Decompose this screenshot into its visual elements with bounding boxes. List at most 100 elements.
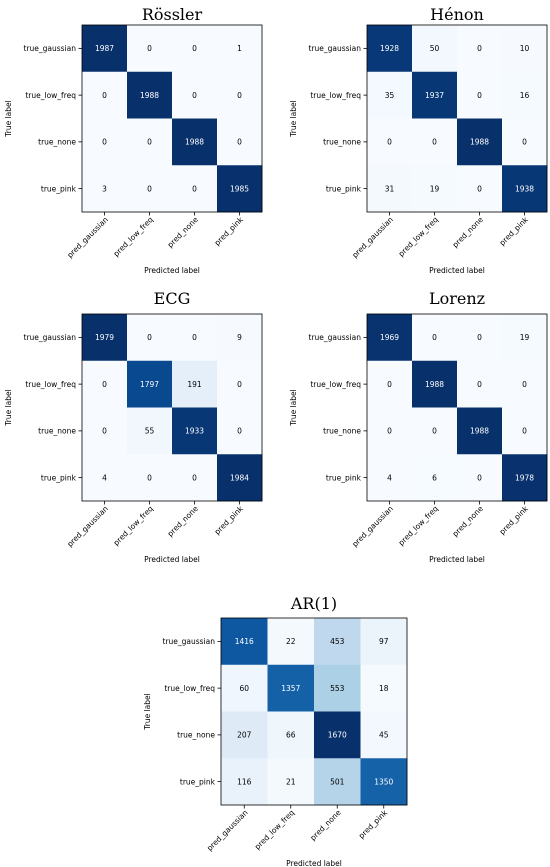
matrix-cell <box>314 664 361 712</box>
y-tick-label: true_none <box>38 138 76 147</box>
matrix-cell <box>367 165 413 213</box>
cell-value-label: 35 <box>385 91 395 100</box>
matrix-cell <box>367 314 413 362</box>
cell-value-label: 0 <box>477 91 482 100</box>
x-tick-label: pred_none <box>166 215 201 250</box>
x-tick-label: pred_pink <box>498 504 531 537</box>
matrix-cell <box>360 711 408 759</box>
matrix-cell <box>502 407 548 455</box>
cell-value-label: 0 <box>147 184 152 193</box>
cell-value-label: 1350 <box>374 777 393 786</box>
x-tick-label: pred_pink <box>357 808 390 841</box>
x-tick-label: pred_gaussian <box>65 215 110 260</box>
matrix-cell <box>172 25 218 73</box>
cell-value-label: 553 <box>330 684 345 693</box>
matrix-cell <box>172 454 218 502</box>
chart-title: ECG <box>154 289 191 308</box>
cell-value-label: 0 <box>477 184 482 193</box>
matrix-cell <box>217 314 263 362</box>
matrix-cell <box>412 71 458 119</box>
matrix-cell <box>127 407 173 455</box>
y-tick-label: true_gaussian <box>163 637 216 646</box>
x-tick-label: pred_none <box>451 215 486 250</box>
matrix-cell <box>217 25 263 73</box>
y-tick-label: true_none <box>323 427 361 436</box>
matrix-cell <box>367 454 413 502</box>
cell-value-label: 0 <box>147 44 152 53</box>
matrix-cell <box>127 454 173 502</box>
axes-frame <box>366 24 548 213</box>
cell-value-label: 1938 <box>515 184 534 193</box>
matrix-cell <box>457 118 503 166</box>
cell-value-label: 0 <box>192 91 197 100</box>
matrix-cell <box>502 118 548 166</box>
cell-value-label: 0 <box>147 138 152 147</box>
matrix-cell <box>172 360 218 408</box>
y-tick-label: true_gaussian <box>309 44 362 53</box>
chart-title: Hénon <box>430 5 484 24</box>
y-axis-label: True label <box>143 693 152 730</box>
cell-value-label: 0 <box>432 333 437 342</box>
cell-value-label: 1988 <box>185 138 204 147</box>
cell-value-label: 1988 <box>425 380 444 389</box>
x-tick-label: pred_gaussian <box>65 504 110 549</box>
y-tick-label: true_pink <box>41 473 77 482</box>
cell-value-label: 0 <box>192 44 197 53</box>
x-axis-label: Predicted label <box>429 555 485 564</box>
matrix-cell <box>360 664 408 712</box>
matrix-cell <box>217 407 263 455</box>
matrix-cell <box>457 314 503 362</box>
cell-value-label: 1797 <box>140 380 159 389</box>
matrix-cell <box>221 758 268 806</box>
y-tick-label: true_gaussian <box>24 44 77 53</box>
cell-value-label: 9 <box>237 333 242 342</box>
matrix-cell <box>267 618 315 666</box>
matrix-cell <box>502 454 548 502</box>
x-tick-label: pred_pink <box>213 215 246 248</box>
matrix-cell <box>82 118 128 166</box>
cell-value-label: 4 <box>387 473 392 482</box>
matrix-cell <box>172 71 218 119</box>
x-tick-label: pred_gaussian <box>350 504 395 549</box>
matrix-cell <box>367 118 413 166</box>
cell-value-label: 0 <box>237 380 242 389</box>
matrix-cell <box>367 360 413 408</box>
cell-value-label: 1416 <box>235 637 254 646</box>
axes-frame <box>81 24 263 213</box>
y-tick-label: true_pink <box>326 473 362 482</box>
cell-value-label: 1357 <box>281 684 300 693</box>
cell-value-label: 21 <box>286 777 296 786</box>
cell-value-label: 0 <box>522 427 527 436</box>
cell-value-label: 453 <box>330 637 345 646</box>
matrix-cell <box>412 314 458 362</box>
chart-title: Lorenz <box>429 289 485 308</box>
y-tick-label: true_none <box>38 427 76 436</box>
x-tick-label: pred_low_freq <box>397 504 441 548</box>
matrix-cell <box>457 165 503 213</box>
cell-value-label: 97 <box>379 637 389 646</box>
matrix-cell <box>82 360 128 408</box>
cell-value-label: 0 <box>387 138 392 147</box>
matrix-cell <box>412 360 458 408</box>
x-tick-label: pred_none <box>308 808 343 843</box>
matrix-cell <box>412 118 458 166</box>
cell-value-label: 0 <box>522 380 527 389</box>
cell-value-label: 55 <box>145 427 155 436</box>
matrix-cell <box>221 664 268 712</box>
y-axis-label: True label <box>4 100 13 137</box>
matrix-cell <box>172 407 218 455</box>
cell-value-label: 4 <box>102 473 107 482</box>
cell-value-label: 19 <box>430 184 440 193</box>
y-axis-label: True label <box>4 389 13 426</box>
matrix-cell <box>457 454 503 502</box>
matrix-cell <box>217 454 263 502</box>
x-tick-label: pred_low_freq <box>112 504 156 548</box>
matrix-cell <box>412 165 458 213</box>
matrix-cell <box>412 25 458 73</box>
x-tick-label: pred_low_freq <box>397 215 441 259</box>
x-tick-label: pred_low_freq <box>253 808 297 852</box>
matrix-cell <box>82 454 128 502</box>
y-tick-label: true_low_freq <box>310 91 361 100</box>
y-axis-label: True label <box>289 100 298 137</box>
